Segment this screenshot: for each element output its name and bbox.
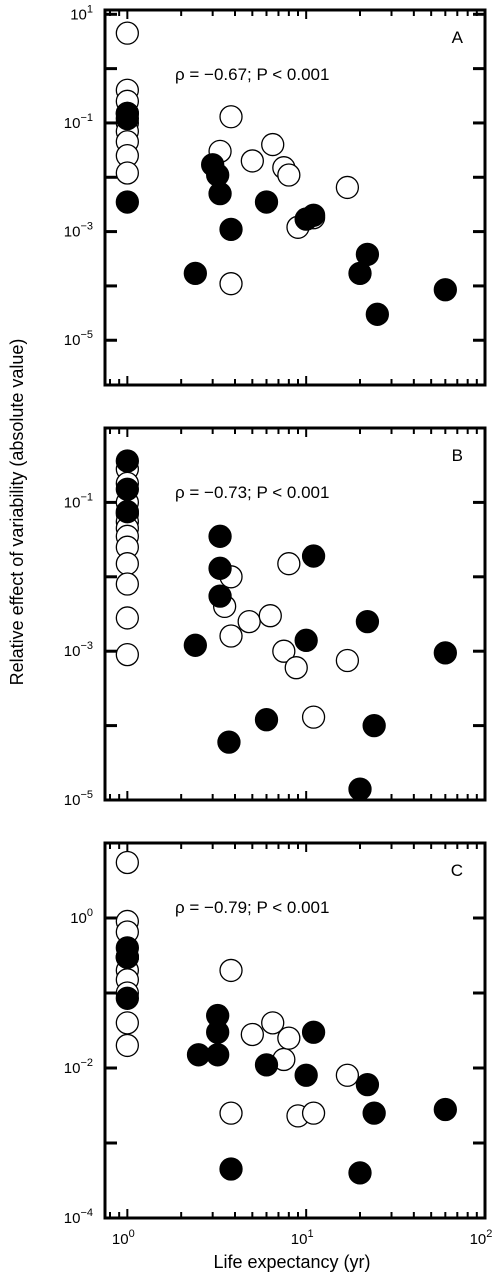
y-tick-label: 101: [70, 3, 93, 23]
correlation-annotation: ρ = −0.73; P < 0.001: [175, 483, 329, 502]
open-point: [115, 161, 139, 185]
filled-point: [115, 477, 139, 501]
filled-point: [219, 1157, 243, 1181]
open-point: [237, 609, 261, 634]
open-point: [301, 1101, 326, 1125]
filled-point: [186, 1043, 211, 1067]
panel-label: B: [452, 446, 463, 465]
plot-frame: [103, 8, 487, 387]
x-tick-label: 100: [112, 1228, 135, 1248]
open-point: [261, 132, 285, 157]
open-point: [335, 1063, 360, 1087]
filled-point: [254, 708, 279, 732]
filled-point: [217, 730, 241, 754]
open-point: [277, 163, 301, 187]
open-point: [219, 105, 243, 129]
panel-a: 101 10−1 10−3 10−5 Aρ = −0.67; P < 0.001: [64, 3, 487, 387]
filled-point: [183, 633, 207, 657]
correlation-annotation: ρ = −0.79; P < 0.001: [175, 898, 329, 917]
filled-point: [208, 556, 232, 580]
open-point: [240, 1022, 264, 1047]
open-point: [219, 958, 243, 983]
filled-point: [301, 544, 326, 568]
filled-point: [362, 713, 386, 738]
filled-point: [301, 203, 326, 227]
filled-point: [301, 1020, 326, 1044]
filled-point: [348, 777, 372, 801]
y-tick-label: 10−5: [64, 329, 93, 349]
filled-point: [115, 106, 139, 131]
open-point: [272, 639, 296, 663]
filled-point: [208, 181, 232, 206]
y-tick-label: 100: [70, 907, 93, 927]
panel-c: 100 10−2 10−4 100 101 102 Cρ = −0.79; P < 0.00…: [64, 841, 493, 1248]
open-point: [335, 175, 360, 200]
filled-point: [115, 986, 139, 1010]
filled-point: [294, 1063, 318, 1087]
filled-point: [294, 628, 318, 652]
open-point: [277, 552, 301, 576]
open-point: [261, 1011, 285, 1035]
open-point: [335, 648, 360, 673]
filled-point: [115, 945, 139, 969]
panel-label: A: [452, 28, 464, 47]
x-tick-label: 102: [470, 1228, 493, 1248]
filled-point: [208, 524, 232, 548]
filled-point: [433, 278, 457, 302]
filled-point: [355, 242, 380, 267]
filled-point: [115, 190, 139, 214]
filled-point: [433, 1097, 457, 1122]
panel-b: 10−1 10−3 10−5 Bρ = −0.73; P < 0.001: [64, 426, 487, 809]
filled-point: [355, 609, 380, 634]
filled-point: [115, 449, 139, 473]
filled-point: [254, 1053, 279, 1077]
filled-point: [208, 584, 232, 608]
open-point: [258, 604, 282, 628]
panel-label: C: [451, 861, 463, 880]
filled-point: [115, 500, 139, 524]
y-tick-label: 10−1: [64, 112, 93, 132]
open-point: [219, 624, 243, 648]
filled-point: [355, 1072, 380, 1097]
y-tick-label: 10−1: [64, 491, 93, 511]
open-point: [240, 149, 264, 173]
plot-frame: [103, 841, 487, 1220]
panels: 101 10−1 10−3 10−5 Aρ = −0.67; P < 0.001 10−1…: [64, 3, 493, 1248]
filled-point: [254, 190, 279, 214]
open-point: [115, 572, 139, 596]
open-point: [115, 1011, 139, 1035]
y-tick-label: 10−5: [64, 789, 93, 809]
y-axis-label: Relative effect of variability (absolute…: [7, 339, 27, 686]
y-tick-label: 10−2: [64, 1057, 93, 1077]
open-point: [115, 606, 139, 630]
x-axis-label: Life expectancy (yr): [213, 1252, 370, 1272]
open-point: [115, 1033, 139, 1058]
y-tick-label: 10−3: [64, 640, 93, 660]
y-tick-label: 10−3: [64, 221, 93, 241]
open-point: [115, 642, 139, 667]
open-point: [115, 850, 139, 875]
open-point: [301, 705, 326, 729]
plot-frame: [103, 426, 487, 802]
y-tick-label: 10−4: [64, 1207, 93, 1227]
correlation-annotation: ρ = −0.67; P < 0.001: [175, 65, 329, 84]
filled-point: [183, 261, 207, 286]
filled-point: [433, 641, 457, 665]
open-point: [219, 1101, 243, 1125]
filled-point: [348, 1161, 372, 1185]
open-point: [219, 272, 243, 296]
open-point: [277, 1026, 301, 1050]
open-point: [115, 552, 139, 576]
x-tick-label: 101: [291, 1228, 314, 1248]
filled-point: [365, 302, 389, 326]
open-point: [284, 656, 308, 680]
open-point: [115, 21, 139, 45]
filled-point: [362, 1101, 386, 1125]
filled-point: [206, 1020, 230, 1044]
filled-point: [219, 217, 243, 241]
